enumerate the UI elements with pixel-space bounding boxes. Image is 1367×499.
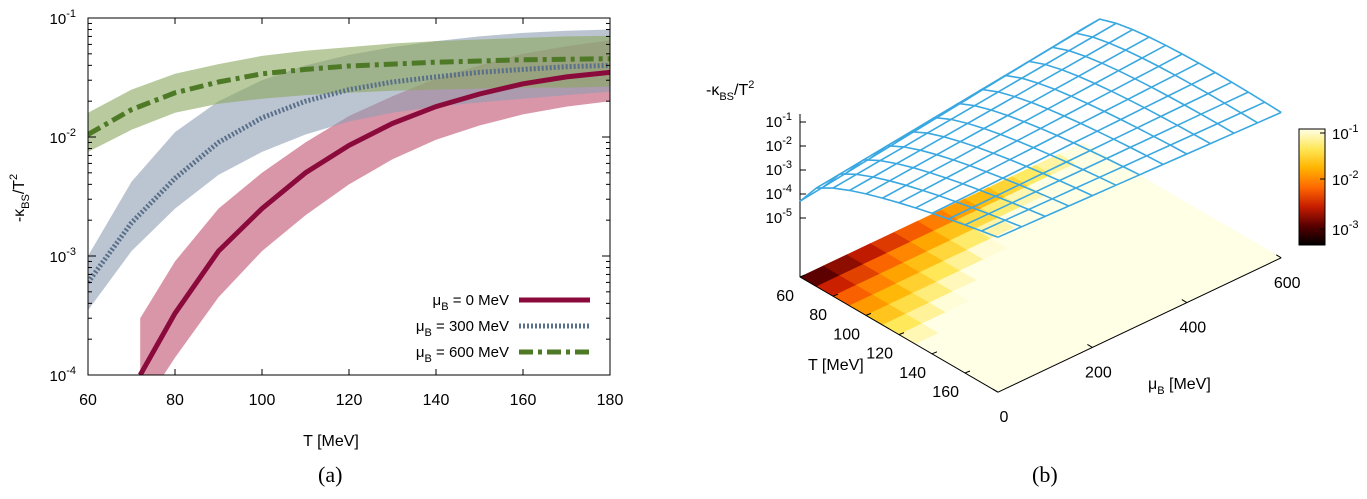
surface-mesh-line	[823, 173, 1022, 228]
x-tick-label: 60	[79, 392, 97, 409]
mu-tick-label: 600	[1274, 275, 1301, 292]
mu-axis	[997, 257, 1282, 393]
mu-tick-label: 400	[1179, 320, 1206, 337]
panel-a-line-chart: 60 80 100 120 140 160 180 10-4 10-3 10-2 10-1 T […	[8, 8, 623, 450]
t-tick-label: 140	[899, 365, 926, 382]
surface-mesh-line	[870, 144, 1070, 207]
x-tick-label: 180	[597, 392, 624, 409]
surface-mesh-line	[1035, 46, 1235, 134]
legend-label: μB = 0 MeV	[433, 292, 509, 313]
surface-mesh-line	[893, 130, 1093, 197]
surface-mesh-line	[799, 187, 999, 238]
x-tick-label: 100	[249, 392, 276, 409]
z-axis-label: -κBS/T2	[706, 79, 754, 103]
z-tick-label: 10-5	[766, 207, 792, 227]
t-tick-label: 80	[809, 307, 827, 324]
z-tick-label: 10-3	[766, 159, 792, 179]
surface-mesh-line	[1059, 32, 1259, 124]
panel-b-surface-plot: 10-1 10-2 10-3 10-4 10-5 60 80 100 120 140 160 0 2…	[706, 18, 1358, 426]
uncertainty-band-1	[88, 29, 610, 311]
mu-tick-label: 200	[1085, 364, 1112, 381]
z-tick-label: 10-4	[766, 183, 792, 203]
surface-mesh-line	[917, 116, 1117, 186]
colorbar-tick-label: 10-3	[1332, 219, 1358, 239]
surface-mesh-line	[1082, 18, 1282, 114]
caption-a: (a)	[318, 462, 343, 487]
colorbar-tick-label: 10-1	[1332, 123, 1358, 143]
surface-mesh-line	[941, 102, 1140, 176]
x-axis-label: T [MeV]	[303, 433, 359, 450]
uncertainty-band-2	[88, 35, 610, 152]
t-tick-label: 100	[833, 326, 860, 343]
legend: μB = 0 MeV μB = 300 MeV μB = 600 MeV	[416, 292, 590, 365]
surface-mesh-line	[846, 158, 1046, 218]
surface-mesh-line	[964, 88, 1164, 166]
y-tick-label: 10-4	[50, 365, 76, 385]
x-tick-label: 140	[423, 392, 450, 409]
z-tick-label: 10-2	[766, 135, 792, 155]
mu-tick-label: 0	[1000, 409, 1009, 426]
legend-label: μB = 300 MeV	[416, 318, 509, 339]
t-tick-label: 120	[866, 346, 893, 363]
y-tick-label: 10-1	[50, 8, 76, 28]
series-line-1	[88, 62, 610, 284]
surface-mesh-line	[988, 74, 1188, 155]
series-line-0	[138, 69, 610, 375]
colorbar-tick-label: 10-2	[1332, 169, 1358, 189]
t-axis-label: T [MeV]	[808, 357, 864, 374]
colorbar: 10-1 10-2 10-3	[1298, 123, 1358, 246]
series-line-2	[88, 56, 610, 137]
mu-axis-label: μB [MeV]	[1148, 376, 1211, 397]
x-tick-label: 80	[166, 392, 184, 409]
t-tick-label: 60	[776, 288, 794, 305]
x-tick-label: 160	[510, 392, 537, 409]
legend-label: μB = 600 MeV	[416, 344, 509, 365]
z-tick-label: 10-1	[766, 111, 792, 131]
y-tick-label: 10-3	[50, 246, 76, 266]
colorbar-gradient	[1298, 128, 1326, 246]
y-axis-label: -κBS/T2	[8, 174, 32, 222]
t-tick-label: 160	[932, 384, 959, 401]
caption-b: (b)	[1032, 462, 1058, 487]
x-tick-label: 120	[336, 392, 363, 409]
y-tick-label: 10-2	[50, 127, 76, 147]
surface-mesh-line	[1011, 60, 1211, 145]
